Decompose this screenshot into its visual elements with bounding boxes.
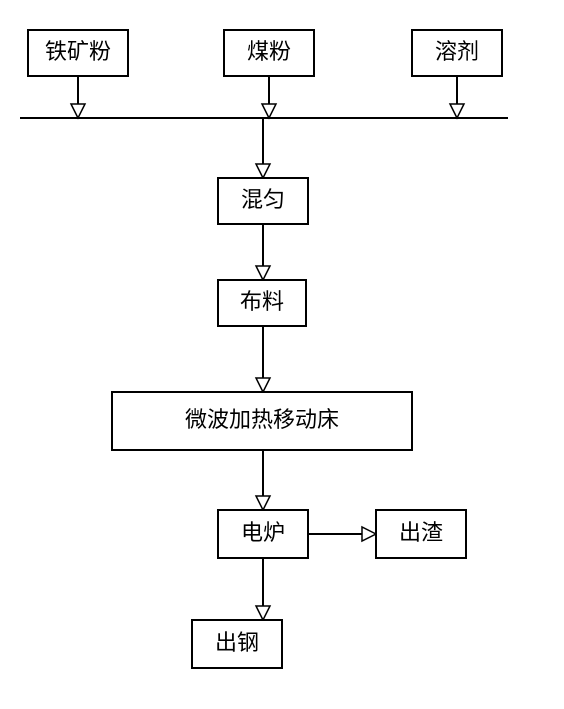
node-coal-powder: 煤粉 — [224, 30, 314, 76]
edge-iron-to-bus — [71, 76, 85, 118]
node-iron-ore-powder: 铁矿粉 — [28, 30, 128, 76]
node-slag-out: 出渣 — [376, 510, 466, 558]
edge-bus-to-mix — [256, 118, 270, 178]
edge-coal-to-bus — [262, 76, 276, 118]
edge-heater-to-furnace — [256, 450, 270, 510]
edge-dist-to-heater — [256, 326, 270, 392]
node-mix: 混匀 — [218, 178, 308, 224]
flowchart-diagram: 铁矿粉 煤粉 溶剂 混匀 布料 — [0, 0, 564, 709]
label-steel-out: 出钢 — [215, 630, 259, 655]
label-coal-powder: 煤粉 — [247, 39, 291, 64]
label-microwave-heater: 微波加热移动床 — [185, 407, 339, 432]
label-slag-out: 出渣 — [399, 520, 443, 545]
label-flux: 溶剂 — [435, 39, 479, 64]
edge-mix-to-dist — [256, 224, 270, 280]
label-iron-ore-powder: 铁矿粉 — [45, 39, 111, 64]
label-mix: 混匀 — [241, 187, 285, 212]
label-distribution: 布料 — [240, 289, 284, 314]
node-distribution: 布料 — [218, 280, 306, 326]
node-steel-out: 出钢 — [192, 620, 282, 668]
edge-furnace-to-steel — [256, 558, 270, 620]
edge-furnace-to-slag — [308, 527, 376, 541]
node-flux: 溶剂 — [412, 30, 502, 76]
node-microwave-heater: 微波加热移动床 — [112, 392, 412, 450]
node-electric-furnace: 电炉 — [218, 510, 308, 558]
edge-flux-to-bus — [450, 76, 464, 118]
label-electric-furnace: 电炉 — [241, 520, 285, 545]
